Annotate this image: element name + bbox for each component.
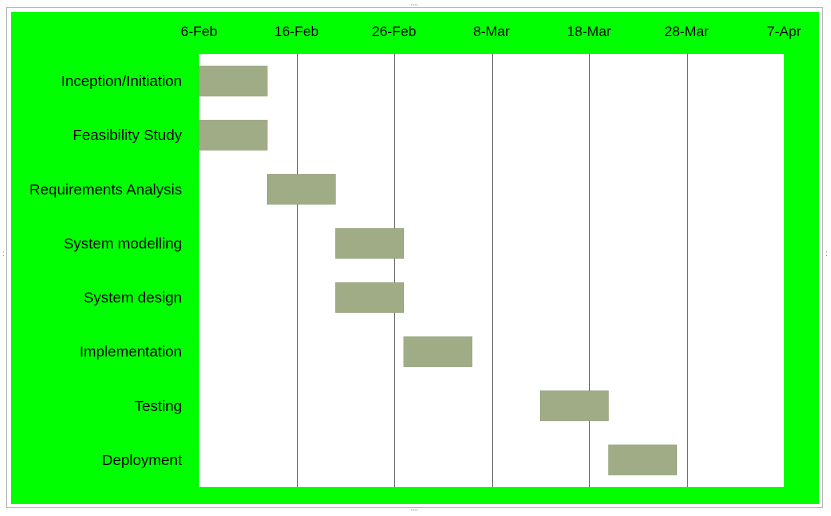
x-tick-label: 7-Apr: [767, 23, 802, 39]
task-bar[interactable]: [335, 282, 404, 313]
y-axis-labels: Inception/Initiation Feasibility Study Req…: [29, 73, 182, 469]
resize-handle-left[interactable]: :: [2, 249, 5, 259]
x-tick-label: 26-Feb: [372, 23, 417, 39]
task-bar[interactable]: [267, 174, 336, 205]
resize-handle-bottom[interactable]: ····: [410, 506, 419, 516]
task-label: Implementation: [79, 344, 182, 361]
task-label: System modelling: [64, 235, 182, 252]
x-axis-ticks: 6-Feb 16-Feb 26-Feb 8-Mar 18-Mar 28-Mar 7-Apr: [181, 23, 802, 39]
task-label: Requirements Analysis: [29, 181, 182, 198]
task-bar[interactable]: [198, 65, 268, 97]
task-label: System design: [84, 290, 182, 307]
task-label: Inception/Initiation: [61, 73, 182, 90]
x-tick-label: 8-Mar: [473, 23, 510, 39]
x-tick-label: 28-Mar: [664, 23, 709, 39]
task-bar[interactable]: [198, 119, 268, 151]
chart-frame: [6, 7, 823, 508]
task-bar[interactable]: [608, 444, 677, 476]
resize-handle-right[interactable]: :: [825, 249, 828, 259]
task-bar[interactable]: [335, 228, 404, 259]
x-tick-label: 16-Feb: [274, 23, 319, 39]
task-label: Feasibility Study: [73, 127, 183, 144]
task-bar[interactable]: [403, 336, 473, 367]
task-bar[interactable]: [540, 390, 609, 422]
plot-area: [199, 54, 784, 487]
x-tick-label: 18-Mar: [567, 23, 612, 39]
task-label: Deployment: [102, 452, 183, 469]
bars: [198, 65, 677, 476]
task-label: Testing: [134, 398, 182, 415]
gridlines: [297, 54, 688, 487]
x-tick-label: 6-Feb: [181, 23, 218, 39]
resize-handle-top[interactable]: ····: [410, 1, 419, 11]
